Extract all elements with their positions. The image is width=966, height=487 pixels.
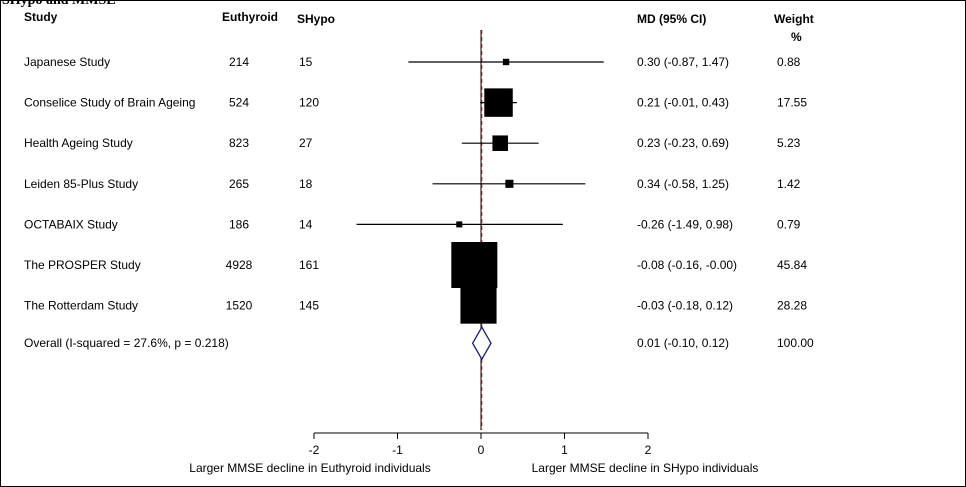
study-name: The PROSPER Study (24, 258, 141, 272)
weight-value: 45.84 (777, 258, 807, 272)
effect-box (502, 58, 510, 66)
effect-box (460, 287, 497, 324)
euthyroid-count: 823 (229, 136, 249, 150)
effect-box (492, 135, 508, 151)
x-tick-label: 1 (561, 443, 568, 457)
euthyroid-count: 524 (229, 96, 249, 110)
md-ci: 0.34 (-0.58, 1.25) (637, 177, 729, 191)
weight-value: 17.55 (777, 96, 807, 110)
plot-area (356, 30, 604, 430)
shypo-count: 161 (299, 258, 319, 272)
overall-md-ci: 0.01 (-0.10, 0.12) (637, 336, 729, 350)
header-md: MD (95% CI) (637, 12, 706, 26)
weight-value: 0.79 (777, 217, 801, 231)
study-name: The Rotterdam Study (24, 299, 138, 313)
md-ci: 0.30 (-0.87, 1.47) (637, 55, 729, 69)
study-name: Health Ageing Study (24, 136, 133, 150)
x-tick-label: 0 (478, 443, 485, 457)
xlabel-left: Larger MMSE decline in Euthyroid individ… (189, 461, 430, 475)
euthyroid-count: 1520 (226, 299, 253, 313)
column-headers: Study Euthyroid SHypo MD (95% CI) Weight… (24, 10, 814, 44)
x-tick-label: -2 (309, 443, 320, 457)
weight-value: 1.42 (777, 177, 801, 191)
effect-box (505, 179, 514, 188)
overall-weight: 100.00 (777, 336, 814, 350)
shypo-count: 15 (299, 55, 313, 69)
cutoff-title: SHypo and MMSE (2, 0, 116, 8)
shypo-count: 145 (299, 299, 319, 313)
x-tick-label: -1 (392, 443, 403, 457)
study-name: Conselice Study of Brain Ageing (24, 96, 195, 110)
euthyroid-count: 186 (229, 217, 249, 231)
shypo-count: 27 (299, 136, 313, 150)
euthyroid-count: 265 (229, 177, 249, 191)
x-axis: -2 -1 0 1 2 (309, 432, 652, 457)
effect-box (451, 242, 498, 288)
md-ci: 0.21 (-0.01, 0.43) (637, 96, 729, 110)
weight-value: 0.88 (777, 55, 801, 69)
effect-box (456, 221, 463, 228)
study-rows: Japanese Study 214 15 0.30 (-0.87, 1.47) 0.8… (24, 55, 814, 350)
x-tick-label: 2 (645, 443, 652, 457)
overall-diamond (471, 325, 492, 361)
weight-value: 5.23 (777, 136, 801, 150)
header-euthyroid: Euthyroid (222, 10, 278, 24)
md-ci: -0.03 (-0.18, 0.12) (637, 299, 733, 313)
md-ci: -0.26 (-1.49, 0.98) (637, 217, 733, 231)
header-shypo: SHypo (297, 12, 335, 26)
study-name: OCTABAIX Study (24, 217, 118, 231)
weight-value: 28.28 (777, 299, 807, 313)
header-study: Study (24, 10, 58, 24)
header-weight-unit: % (791, 30, 802, 44)
study-name: Leiden 85-Plus Study (24, 177, 138, 191)
effect-box (484, 88, 513, 117)
euthyroid-count: 214 (229, 55, 249, 69)
shypo-count: 120 (299, 96, 319, 110)
shypo-count: 14 (299, 217, 313, 231)
md-ci: -0.08 (-0.16, -0.00) (637, 258, 737, 272)
header-weight: Weight (774, 12, 814, 26)
euthyroid-count: 4928 (226, 258, 253, 272)
shypo-count: 18 (299, 177, 313, 191)
md-ci: 0.23 (-0.23, 0.69) (637, 136, 729, 150)
xlabel-right: Larger MMSE decline in SHypo individuals (532, 461, 759, 475)
overall-label: Overall (I-squared = 27.6%, p = 0.218) (24, 336, 229, 350)
study-name: Japanese Study (24, 55, 110, 69)
